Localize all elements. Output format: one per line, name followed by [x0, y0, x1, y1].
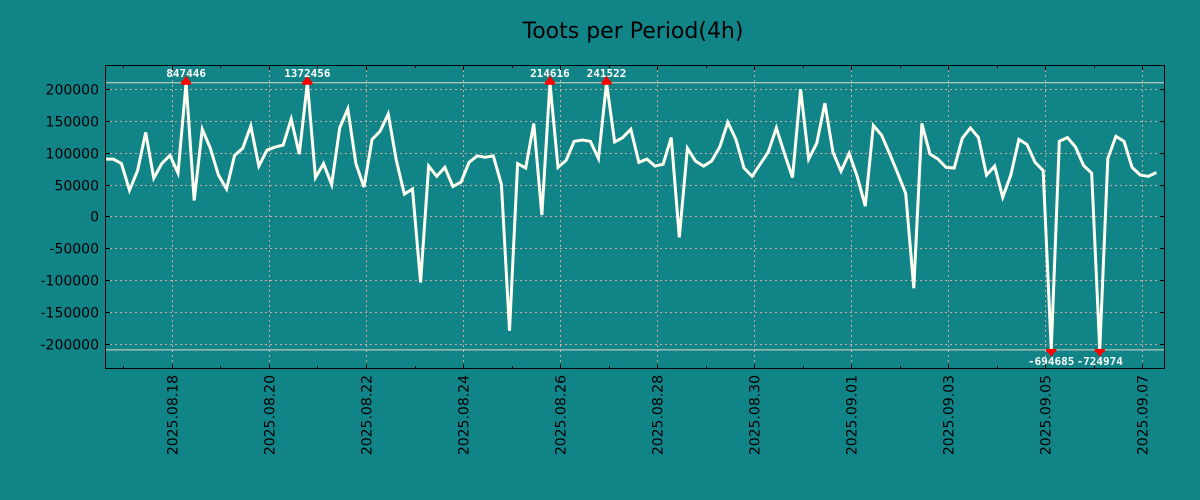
x-tick-label: 2025.08.28: [651, 375, 667, 455]
annotations: 847446 1372456 214616 241522 -694685 -724974: [166, 67, 1123, 368]
y-tick-label: 200000: [46, 83, 99, 99]
x-tick-label: 2025.09.01: [845, 375, 861, 455]
peak-label: 214616: [530, 67, 570, 80]
clip-marker-bar: [181, 81, 192, 85]
x-tick-label: 2025.09.05: [1039, 375, 1055, 455]
x-tick-label: 2025.08.26: [554, 375, 570, 455]
x-tick-label: 2025.08.18: [166, 375, 182, 455]
y-tick-label: -200000: [41, 338, 100, 354]
peak-label: 847446: [166, 67, 206, 80]
chart-title: Toots per Period(4h): [522, 19, 744, 44]
y-tick-label: 100000: [46, 147, 99, 163]
y-tick-label: -100000: [41, 274, 100, 290]
y-tick-label: 0: [90, 210, 99, 226]
clip-marker-bar: [601, 81, 612, 85]
peak-label: 1372456: [284, 67, 331, 80]
y-tick-label: 150000: [46, 115, 99, 131]
clip-marker: [181, 75, 192, 83]
y-tick-label: -50000: [49, 242, 99, 258]
x-tick-label: 2025.08.24: [457, 375, 473, 455]
x-tick-label: 2025.08.30: [748, 375, 764, 455]
clip-marker: [601, 75, 612, 83]
clip-marker-bar: [1046, 348, 1057, 352]
axes: -200000 -150000 -100000 -50000 0 50000 100000 1…: [41, 65, 1165, 455]
clip-marker: [544, 75, 555, 83]
clip-marker: [302, 75, 313, 83]
clip-marker-bar: [1094, 348, 1105, 352]
x-tick-label: 2025.08.20: [263, 375, 279, 455]
peak-label: 241522: [587, 67, 627, 80]
grid: [105, 65, 1165, 369]
x-tick-label: 2025.09.07: [1136, 375, 1152, 455]
x-tick-label: 2025.09.03: [942, 375, 958, 455]
series-line: [105, 82, 1157, 350]
x-tick-label: 2025.08.22: [360, 375, 376, 455]
peak-label: -724974: [1077, 355, 1124, 368]
y-tick-label: 50000: [54, 179, 99, 195]
clip-marker-bar: [302, 81, 313, 85]
clip-lines: [105, 82, 1165, 351]
y-tick-label: -150000: [41, 306, 100, 322]
series: [105, 82, 1157, 350]
peak-label: -694685: [1028, 355, 1074, 368]
clip-marker-bar: [544, 81, 555, 85]
